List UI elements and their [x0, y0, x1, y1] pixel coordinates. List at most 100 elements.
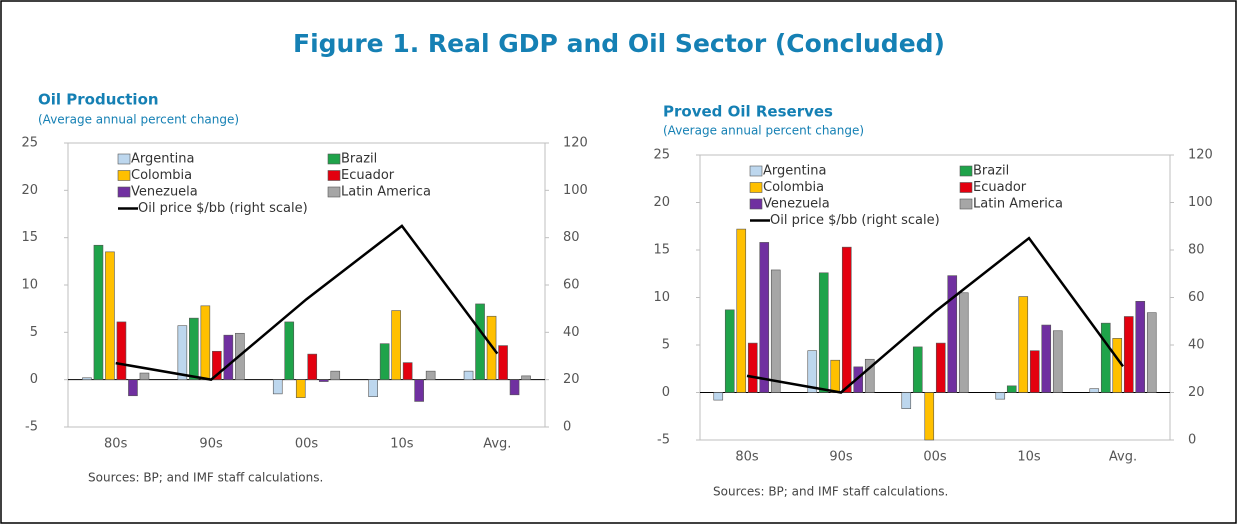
x-tick-label: 10s: [390, 437, 414, 452]
y2-tick-label: 100: [563, 183, 588, 198]
legend-label: Ecuador: [341, 168, 395, 183]
price-line: [746, 236, 1125, 394]
bar: [724, 309, 735, 393]
bar: [853, 366, 864, 393]
bar: [498, 345, 508, 380]
bar: [391, 310, 401, 380]
bar: [1041, 324, 1052, 393]
bar: [116, 321, 127, 380]
bar: [223, 334, 234, 380]
bar: [1089, 388, 1100, 393]
bar: [330, 370, 341, 380]
legend-swatch: [749, 198, 763, 210]
y-tick-label: 5: [662, 338, 670, 353]
y2-tick-label: 20: [1188, 385, 1205, 400]
bar: [177, 325, 188, 380]
source-note: Sources: BP; and IMF staff calculations.: [713, 485, 948, 499]
bar: [830, 359, 841, 393]
y-tick-label: 25: [653, 148, 670, 163]
x-tick-label: 80s: [735, 450, 759, 465]
bar: [1146, 312, 1157, 393]
legend-swatch: [959, 198, 973, 210]
y-tick-label: -5: [657, 433, 670, 448]
bar: [128, 379, 138, 397]
legend-swatch: [327, 170, 341, 181]
bar: [272, 379, 283, 395]
legend-swatch: [117, 170, 131, 181]
bar: [759, 242, 770, 393]
y-tick-label: 20: [653, 195, 670, 210]
y2-tick-label: 40: [1188, 338, 1205, 353]
source-note: Sources: BP; and IMF staff calculations.: [88, 471, 323, 485]
bar: [1029, 350, 1040, 393]
bar: [509, 379, 520, 396]
y-tick-label: 20: [21, 183, 38, 198]
bar: [901, 392, 912, 409]
y-tick-label: -5: [25, 420, 38, 435]
y2-tick-label: 60: [563, 278, 580, 293]
bar: [807, 350, 818, 393]
bar: [318, 379, 329, 382]
y-tick-label: 15: [21, 230, 38, 245]
bar: [1135, 300, 1146, 393]
bar: [402, 362, 413, 380]
y2-tick-label: 0: [563, 420, 571, 435]
y-tick-label: 25: [21, 136, 38, 151]
bar: [747, 342, 758, 393]
bar: [1018, 296, 1029, 393]
x-tick-label: 00s: [923, 450, 947, 465]
legend-swatch: [959, 165, 973, 177]
y-tick-label: 5: [30, 325, 38, 340]
y2-tick-label: 40: [563, 325, 580, 340]
legend-label: Venezuela: [131, 185, 198, 200]
legend-label: Brazil: [973, 164, 1009, 179]
bar: [368, 379, 378, 398]
legend-label: Colombia: [131, 168, 192, 183]
legend-label: Oil price $/bb (right scale): [138, 201, 308, 216]
bar: [864, 358, 875, 393]
bar: [770, 269, 781, 393]
bar: [1100, 322, 1111, 393]
legend-label: Brazil: [341, 152, 377, 167]
bar: [995, 392, 1006, 400]
bar: [139, 372, 150, 380]
legend-swatch: [327, 153, 341, 165]
chart-title: Oil Production: [38, 91, 159, 109]
x-tick-label: 80s: [104, 437, 128, 452]
legend-label: Colombia: [763, 180, 824, 195]
bar: [736, 228, 747, 393]
y2-tick-label: 100: [1188, 195, 1213, 210]
bar: [1006, 385, 1017, 393]
y2-tick-label: 60: [1188, 290, 1205, 305]
bar: [189, 317, 199, 380]
bar: [818, 272, 829, 393]
chart-subtitle: (Average annual percent change): [38, 113, 239, 127]
bar: [425, 370, 436, 380]
bar: [284, 321, 295, 380]
legend-label: Oil price $/bb (right scale): [770, 213, 940, 228]
x-tick-label: Avg.: [1109, 450, 1137, 465]
y2-tick-label: 80: [563, 230, 580, 245]
x-tick-label: 90s: [829, 450, 853, 465]
legend-swatch: [749, 165, 763, 177]
bar: [924, 392, 935, 441]
bar: [105, 251, 115, 380]
x-tick-label: 00s: [295, 437, 319, 452]
bar: [841, 246, 852, 393]
y2-tick-label: 80: [1188, 243, 1205, 258]
x-tick-label: Avg.: [483, 437, 511, 452]
figure-title: Figure 1. Real GDP and Oil Sector (Concl…: [293, 29, 945, 58]
legend-label: Ecuador: [973, 180, 1027, 195]
legend-swatch: [117, 186, 131, 198]
x-tick-label: 90s: [199, 437, 223, 452]
bar: [1112, 338, 1123, 393]
bar: [521, 375, 531, 380]
legend-swatch: [117, 153, 131, 165]
legend-swatch: [327, 186, 341, 198]
bar: [212, 350, 222, 380]
x-tick-label: 10s: [1017, 450, 1041, 465]
chart-title: Proved Oil Reserves: [663, 103, 833, 121]
bar: [200, 305, 211, 380]
